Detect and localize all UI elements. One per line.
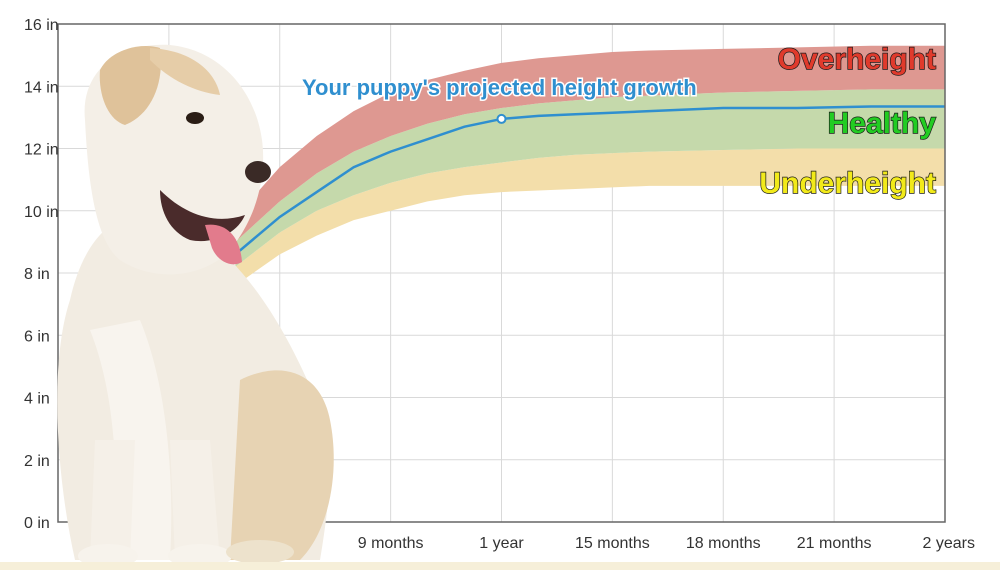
x-tick-label: 21 months <box>797 535 872 552</box>
series <box>234 105 945 256</box>
x-tick-label: 18 months <box>686 535 761 552</box>
plot-frame <box>57 23 946 523</box>
band-overheight <box>235 45 945 242</box>
y-tick-label: 10 in <box>24 204 59 221</box>
x-tick-label: 2 years <box>923 535 975 552</box>
band-healthy <box>235 89 945 267</box>
y-tick-label: 8 in <box>24 266 50 283</box>
x-tick-label: 1 year <box>479 535 524 552</box>
labels: Underheight Healthy Overheight Your puppy's… <box>301 42 938 200</box>
y-tick-label: 12 in <box>24 142 59 159</box>
y-tick-label: 14 in <box>24 79 59 96</box>
y-tick-label: 16 in <box>24 17 59 34</box>
band-label-healthy: Healthy <box>828 107 937 140</box>
x-tick-label: 9 months <box>358 535 424 552</box>
x-tick-label: 15 months <box>575 535 650 552</box>
y-axis: 0 in 2 in 4 in 6 in 8 in 10 in 12 in 14 in 16 in <box>24 17 59 532</box>
series-name-label: Your puppy's projected height growth <box>302 75 697 100</box>
growth-bands <box>235 45 945 286</box>
bottom-strip <box>0 562 1000 570</box>
y-tick-label: 0 in <box>24 515 50 532</box>
y-tick-label: 2 in <box>24 453 50 470</box>
band-label-underheight: Underheight <box>759 167 936 200</box>
series-point <box>496 113 507 124</box>
y-tick-label: 4 in <box>24 391 50 408</box>
band-underheight <box>235 148 945 286</box>
series-line <box>234 105 945 256</box>
y-tick-label: 6 in <box>24 328 50 345</box>
puppy-photo <box>57 44 334 568</box>
band-label-overheight: Overheight <box>778 43 936 76</box>
